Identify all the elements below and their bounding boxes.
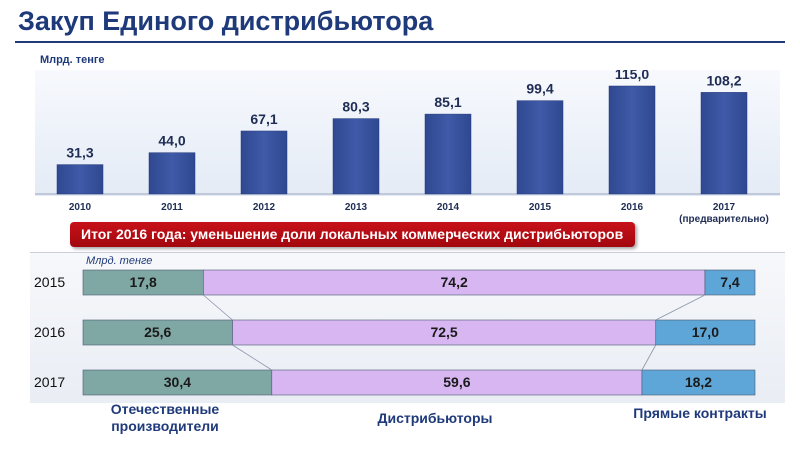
bar: [424, 113, 472, 195]
row-label: 2016: [34, 324, 65, 340]
segment-value-label: 17,0: [692, 324, 719, 340]
summary-banner-text: Итог 2016 года: уменьшение доли локальны…: [81, 226, 624, 242]
segment-value-label: 59,6: [443, 374, 470, 390]
x-tick-label: 2017: [713, 202, 736, 213]
row-label: 2017: [34, 374, 65, 390]
legend-label-distributors: Дистрибьюторы: [377, 410, 493, 426]
x-tick-label: 2015: [529, 202, 552, 213]
bottom-chart-panel: 2015 17,8 74,2 7,4 2016 25,6 72,5 17,0 2017 30,4 5…: [30, 252, 785, 403]
row-label: 2015: [34, 274, 65, 290]
segment-value-label: 18,2: [685, 374, 712, 390]
bottom-chart-unit: Млрд. тенге: [86, 255, 153, 267]
summary-banner: Итог 2016 года: уменьшение доли локальны…: [70, 222, 635, 247]
share-stacked-bar-chart: 2015 17,8 74,2 7,4 2016 25,6 72,5 17,0 2017 30,4 5…: [34, 269, 756, 396]
bar-value-label: 31,3: [66, 145, 93, 161]
stacked-segment: [641, 369, 756, 396]
top-chart-panel: 31,3 2010 44,0 2011 67,1 2012 80,3 2013 85,1 2014…: [35, 70, 780, 225]
segment-value-label: 7,4: [720, 274, 740, 290]
x-tick-label: 2016: [621, 202, 644, 213]
x-tick-label: (предварительно): [679, 214, 769, 225]
stacked-segment: [271, 369, 643, 396]
bar: [56, 164, 104, 195]
legend-label-domestic: Отечественные производители: [110, 401, 220, 434]
bar-value-label: 99,4: [526, 81, 553, 97]
bar-value-label: 85,1: [434, 94, 461, 110]
x-tick-label: 2014: [437, 202, 460, 213]
segment-value-label: 72,5: [430, 324, 457, 340]
stacked-segment: [704, 269, 756, 296]
bar: [608, 85, 656, 195]
bar: [240, 130, 288, 195]
bar-value-label: 115,0: [615, 70, 649, 82]
segment-value-label: 17,8: [130, 274, 157, 290]
top-chart-unit: Млрд. тенге: [40, 54, 105, 66]
stacked-segment: [655, 319, 756, 346]
bar-value-label: 44,0: [158, 133, 185, 149]
connector-line: [203, 294, 233, 321]
bar: [148, 152, 196, 195]
bar-value-label: 108,2: [706, 72, 741, 88]
legend-label-direct-contracts: Прямые контракты: [633, 405, 767, 421]
title-underline: [15, 41, 785, 43]
x-tick-label: 2012: [253, 202, 276, 213]
x-tick-label: 2010: [69, 202, 92, 213]
x-tick-label: 2011: [161, 202, 183, 213]
bar: [700, 92, 748, 195]
segment-value-label: 30,4: [164, 374, 191, 390]
x-tick-label: 2013: [345, 202, 368, 213]
bar-value-label: 80,3: [342, 99, 369, 115]
bar-value-label: 67,1: [250, 111, 277, 127]
annual-purchase-bar-chart: 31,3 2010 44,0 2011 67,1 2012 80,3 2013 85,1 2014…: [35, 70, 780, 225]
segment-value-label: 74,2: [441, 274, 468, 290]
connector-line: [232, 344, 273, 371]
bar: [516, 100, 564, 195]
connector-line: [641, 344, 657, 371]
segment-value-label: 25,6: [144, 324, 171, 340]
connector-line: [655, 294, 706, 321]
bar: [332, 118, 380, 195]
stacked-segment: [203, 269, 706, 296]
page-title: Закуп Единого дистрибьютора: [18, 6, 434, 36]
